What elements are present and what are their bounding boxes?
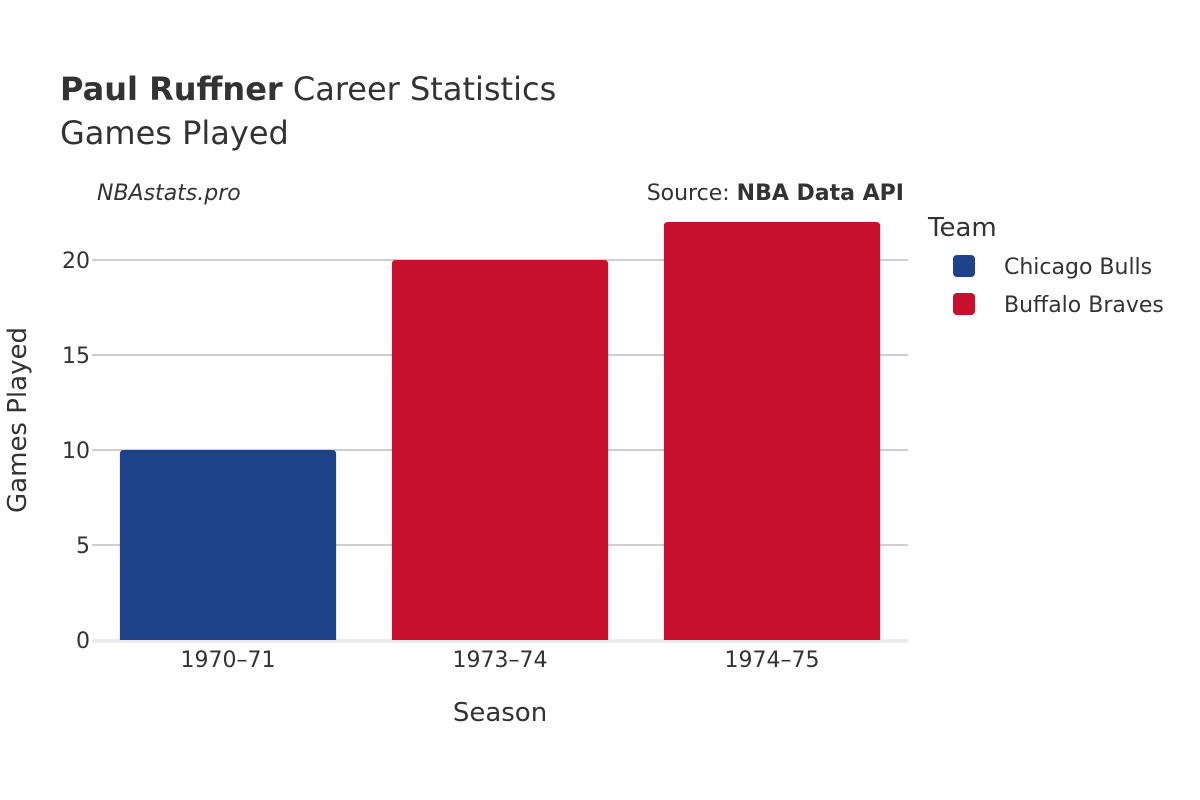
x-tick-labels: 1970–71 1973–74 1974–75 [181,648,820,673]
chart-title-rest: Career Statistics [283,70,557,108]
legend-swatch [953,293,975,315]
legend-title: Team [927,213,997,243]
legend-label: Buffalo Braves [1004,293,1164,318]
chart-subtitle: Games Played [60,114,289,152]
source-text: Source: NBA Data API [647,181,904,206]
bar-1970–71[interactable] [119,450,337,640]
legend-item[interactable]: Buffalo Braves [953,293,1164,318]
source-prefix: Source: [647,181,737,206]
x-tick-label: 1974–75 [725,648,820,673]
y-tick-label: 5 [76,534,90,559]
chart-title-player: Paul Ruffner [60,70,283,108]
x-tick-label: 1973–74 [453,648,548,673]
y-tick-label: 0 [76,629,90,654]
bar-1974–75[interactable] [663,222,881,640]
source-name: NBA Data API [737,181,904,206]
y-tick-label: 15 [62,344,90,369]
y-tick-label: 20 [62,249,90,274]
legend-swatch [953,255,975,277]
x-axis-title: Season [453,698,547,728]
x-tick-label: 1970–71 [181,648,276,673]
legend-item[interactable]: Chicago Bulls [953,255,1152,280]
y-tick-labels: 0 5 10 15 20 [62,249,90,654]
bar-1973–74[interactable] [391,260,609,640]
chart-title: Paul Ruffner Career Statistics [60,70,556,108]
bars [119,222,881,640]
y-axis-title: Games Played [3,327,33,513]
legend-label: Chicago Bulls [1004,255,1152,280]
watermark-text: NBAstats.pro [97,181,241,206]
y-tick-label: 10 [62,439,90,464]
legend: Chicago Bulls Buffalo Braves [953,255,1164,318]
